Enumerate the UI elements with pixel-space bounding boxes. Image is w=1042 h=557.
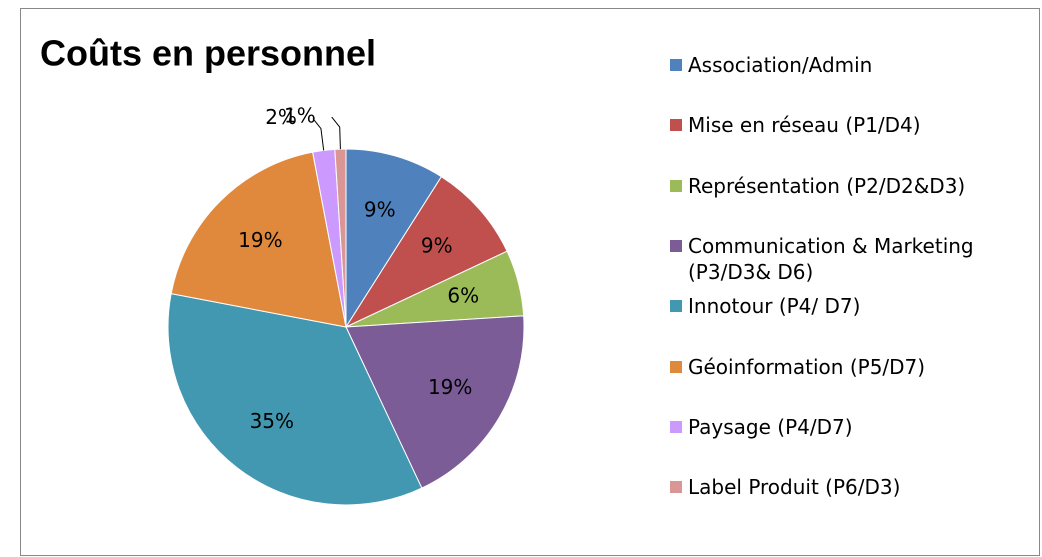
legend-item: Représentation (P2/D2&D3) bbox=[670, 173, 1010, 199]
leader-line bbox=[312, 118, 325, 151]
legend-item: Label Produit (P6/D3) bbox=[670, 474, 1010, 500]
legend-item: Mise en réseau (P1/D4) bbox=[670, 112, 1010, 138]
leader-line bbox=[331, 116, 341, 150]
legend-item: Innotour (P4/ D7) bbox=[670, 293, 1010, 319]
legend-item: Association/Admin bbox=[670, 52, 1010, 78]
data-label: 6% bbox=[447, 283, 479, 307]
legend-label: Communication & Marketing (P3/D3& D6) bbox=[688, 233, 974, 284]
data-label: 19% bbox=[238, 228, 282, 252]
pie-slice bbox=[345, 315, 525, 489]
legend-label: Innotour (P4/ D7) bbox=[688, 294, 861, 319]
legend-swatch bbox=[670, 360, 682, 373]
data-label: 19% bbox=[428, 375, 472, 399]
legend-item: Communication & Marketing (P3/D3& D6) bbox=[670, 233, 1010, 285]
legend-swatch bbox=[670, 420, 682, 433]
legend-label: Mise en réseau (P1/D4) bbox=[688, 113, 921, 138]
legend-item: Géoinformation (P5/D7) bbox=[670, 354, 1010, 380]
data-label: 2% bbox=[265, 105, 297, 129]
data-label: 35% bbox=[250, 409, 294, 433]
pie-slice bbox=[344, 176, 508, 329]
legend-swatch bbox=[670, 300, 682, 313]
data-label: 9% bbox=[421, 233, 453, 257]
legend-label: Label Produit (P6/D3) bbox=[688, 475, 901, 500]
chart-title: Coûts en personnel bbox=[40, 33, 376, 74]
legend-label: Association/Admin bbox=[688, 53, 873, 77]
legend-swatch bbox=[670, 239, 682, 252]
pie-slice bbox=[345, 148, 443, 329]
legend-swatch bbox=[670, 481, 682, 494]
legend-swatch bbox=[670, 119, 682, 132]
data-label: 1% bbox=[284, 104, 316, 128]
pie-slice bbox=[170, 151, 347, 328]
legend-swatch bbox=[670, 59, 682, 71]
data-label: 9% bbox=[364, 197, 396, 221]
legend-label: Représentation (P2/D2&D3) bbox=[688, 173, 966, 198]
legend-label: Paysage (P4/D7) bbox=[688, 414, 853, 439]
legend-swatch bbox=[670, 179, 682, 192]
legend-label: Géoinformation (P5/D7) bbox=[688, 354, 926, 379]
legend-item: Paysage (P4/D7) bbox=[670, 414, 1010, 440]
pie-slice bbox=[167, 293, 423, 506]
